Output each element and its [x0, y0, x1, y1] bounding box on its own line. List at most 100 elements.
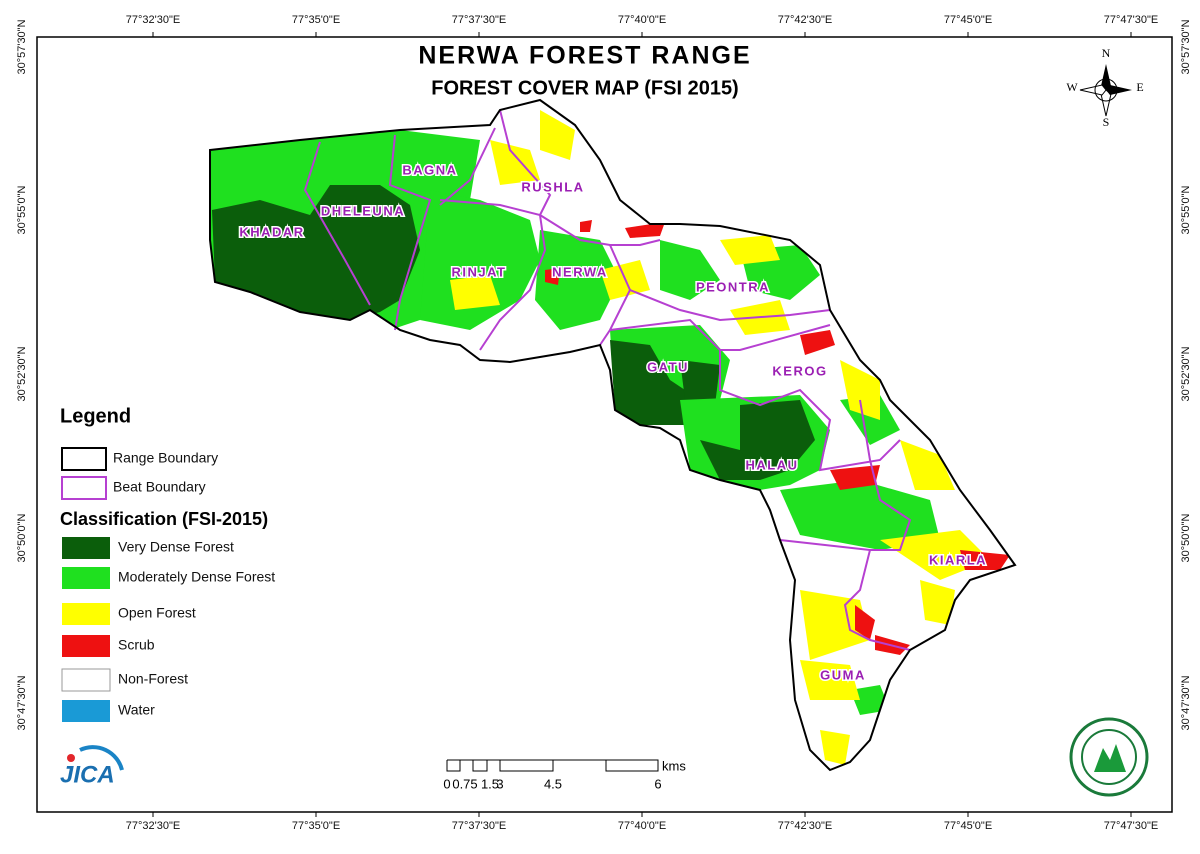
- lon-label: 77°37'30"E: [452, 14, 506, 26]
- scale-tick: 0.75: [452, 776, 477, 791]
- beat-label: GATU: [647, 359, 689, 374]
- map-frame: [36, 36, 1173, 813]
- map-title: NERWA FOREST RANGE: [418, 42, 751, 70]
- scale-tick: 0: [443, 776, 450, 791]
- forest-patch: [800, 660, 860, 700]
- lon-label: 77°35'0"E: [292, 14, 340, 26]
- logo-text: JICA: [60, 761, 115, 788]
- forest-patch: [780, 480, 940, 550]
- forest-cover: [210, 110, 1010, 765]
- forest-patch: [700, 440, 760, 480]
- legend-label: Range Boundary: [113, 450, 218, 466]
- legend-label: Very Dense Forest: [118, 539, 234, 555]
- lon-label: 77°37'30"E: [452, 820, 506, 832]
- legend-swatch: [61, 668, 111, 692]
- forest-patch: [212, 185, 420, 320]
- forest-patch: [960, 550, 1010, 570]
- forest-patch: [660, 240, 720, 300]
- compass: N E S W: [1066, 46, 1143, 129]
- beat-label: PEONTRA: [696, 279, 770, 294]
- lat-label: 30°50'0"N: [16, 513, 28, 562]
- forest-patch: [490, 140, 540, 185]
- forest-patch: [580, 220, 592, 232]
- beat-boundaries: [303, 109, 912, 651]
- compass-n: N: [1102, 46, 1111, 60]
- forest-patch: [920, 580, 955, 625]
- lon-label: 77°45'0"E: [944, 820, 992, 832]
- beat-label: NERWA: [552, 264, 608, 279]
- lat-label: 30°52'30"N: [1180, 346, 1192, 401]
- scale-tick: 4.5: [544, 776, 562, 791]
- labels: 77°32'30"E 77°32'30"E 77°35'0"E 77°35'0"E 77…: [16, 14, 1192, 832]
- beat-boundary: [439, 199, 547, 351]
- scale-tick: 3: [496, 776, 503, 791]
- beat-label: RUSHLA: [521, 179, 584, 194]
- scale-unit: kms: [662, 758, 686, 773]
- lat-label: 30°55'0"N: [16, 185, 28, 234]
- forest-patch: [840, 360, 880, 420]
- beat-label: KEROG: [772, 363, 827, 378]
- compass-s: S: [1103, 115, 1110, 129]
- lon-label: 77°40'0"E: [618, 14, 666, 26]
- lon-label: 77°42'30"E: [778, 820, 832, 832]
- range-boundary: [209, 98, 1017, 772]
- forest-patch: [610, 340, 700, 425]
- forest-patch: [535, 230, 620, 330]
- legend-swatch: [62, 635, 110, 657]
- beat-label: BAGNA: [402, 162, 457, 177]
- legend-label: Scrub: [118, 637, 155, 653]
- compass-w: W: [1066, 80, 1078, 94]
- beat-label: RINJAT: [452, 264, 507, 279]
- forest-patch: [545, 268, 560, 285]
- legend-swatch: [62, 603, 110, 625]
- lat-label: 30°50'0"N: [1180, 513, 1192, 562]
- forest-patch: [625, 222, 665, 238]
- forest-patch: [420, 190, 540, 330]
- beat-label: KHADAR: [239, 224, 304, 239]
- legend-title: Legend: [60, 405, 131, 427]
- beat-boundary: [439, 127, 496, 206]
- lon-label: 77°32'30"E: [126, 820, 180, 832]
- beat-label: KIARLA: [929, 552, 987, 567]
- beat-boundary: [303, 141, 371, 306]
- lon-label: 77°45'0"E: [944, 14, 992, 26]
- legend-label: Open Forest: [118, 605, 196, 621]
- forest-patch: [540, 110, 575, 160]
- forest-patch: [680, 360, 720, 405]
- compass-e: E: [1136, 80, 1143, 94]
- lon-label: 77°47'30"E: [1104, 820, 1158, 832]
- lat-label: 30°52'30"N: [16, 346, 28, 401]
- forest-patch: [720, 235, 780, 265]
- lat-label: 30°55'0"N: [1180, 185, 1192, 234]
- legend-swatch: [62, 537, 110, 559]
- legend-label: Water: [118, 702, 155, 718]
- beat-boundary: [599, 244, 632, 346]
- lat-label: 30°57'30"N: [16, 19, 28, 74]
- lat-label: 30°47'30"N: [1180, 675, 1192, 730]
- forest-patch: [740, 400, 815, 480]
- lon-label: 77°32'30"E: [126, 14, 180, 26]
- forest-patch: [820, 730, 850, 765]
- legend-swatch: [62, 700, 110, 722]
- legend-label: Beat Boundary: [113, 479, 206, 495]
- lon-label: 77°40'0"E: [618, 820, 666, 832]
- legend-label: Moderately Dense Forest: [118, 569, 275, 585]
- lon-label: 77°42'30"E: [778, 14, 832, 26]
- scale-bar: 0 0.75 1.53 4.5 6 kms: [443, 758, 686, 791]
- scale-tick: 6: [654, 776, 661, 791]
- classification-title: Classification (FSI-2015): [60, 509, 268, 529]
- lon-label: 77°47'30"E: [1104, 14, 1158, 26]
- map-subtitle: FOREST COVER MAP (FSI 2015): [431, 77, 738, 99]
- beat-boundary: [859, 399, 912, 551]
- beat-label: HALAU: [746, 457, 799, 472]
- forest-patch: [900, 440, 955, 490]
- beat-label: DHELEUNA: [321, 203, 405, 218]
- beat-boundary: [629, 289, 831, 322]
- jica-logo: JICA: [60, 745, 124, 788]
- beat-boundary: [499, 109, 552, 216]
- lat-label: 30°57'30"N: [1180, 19, 1192, 74]
- lon-label: 77°35'0"E: [292, 820, 340, 832]
- forest-patch: [800, 330, 835, 355]
- legend-swatch: [61, 476, 107, 500]
